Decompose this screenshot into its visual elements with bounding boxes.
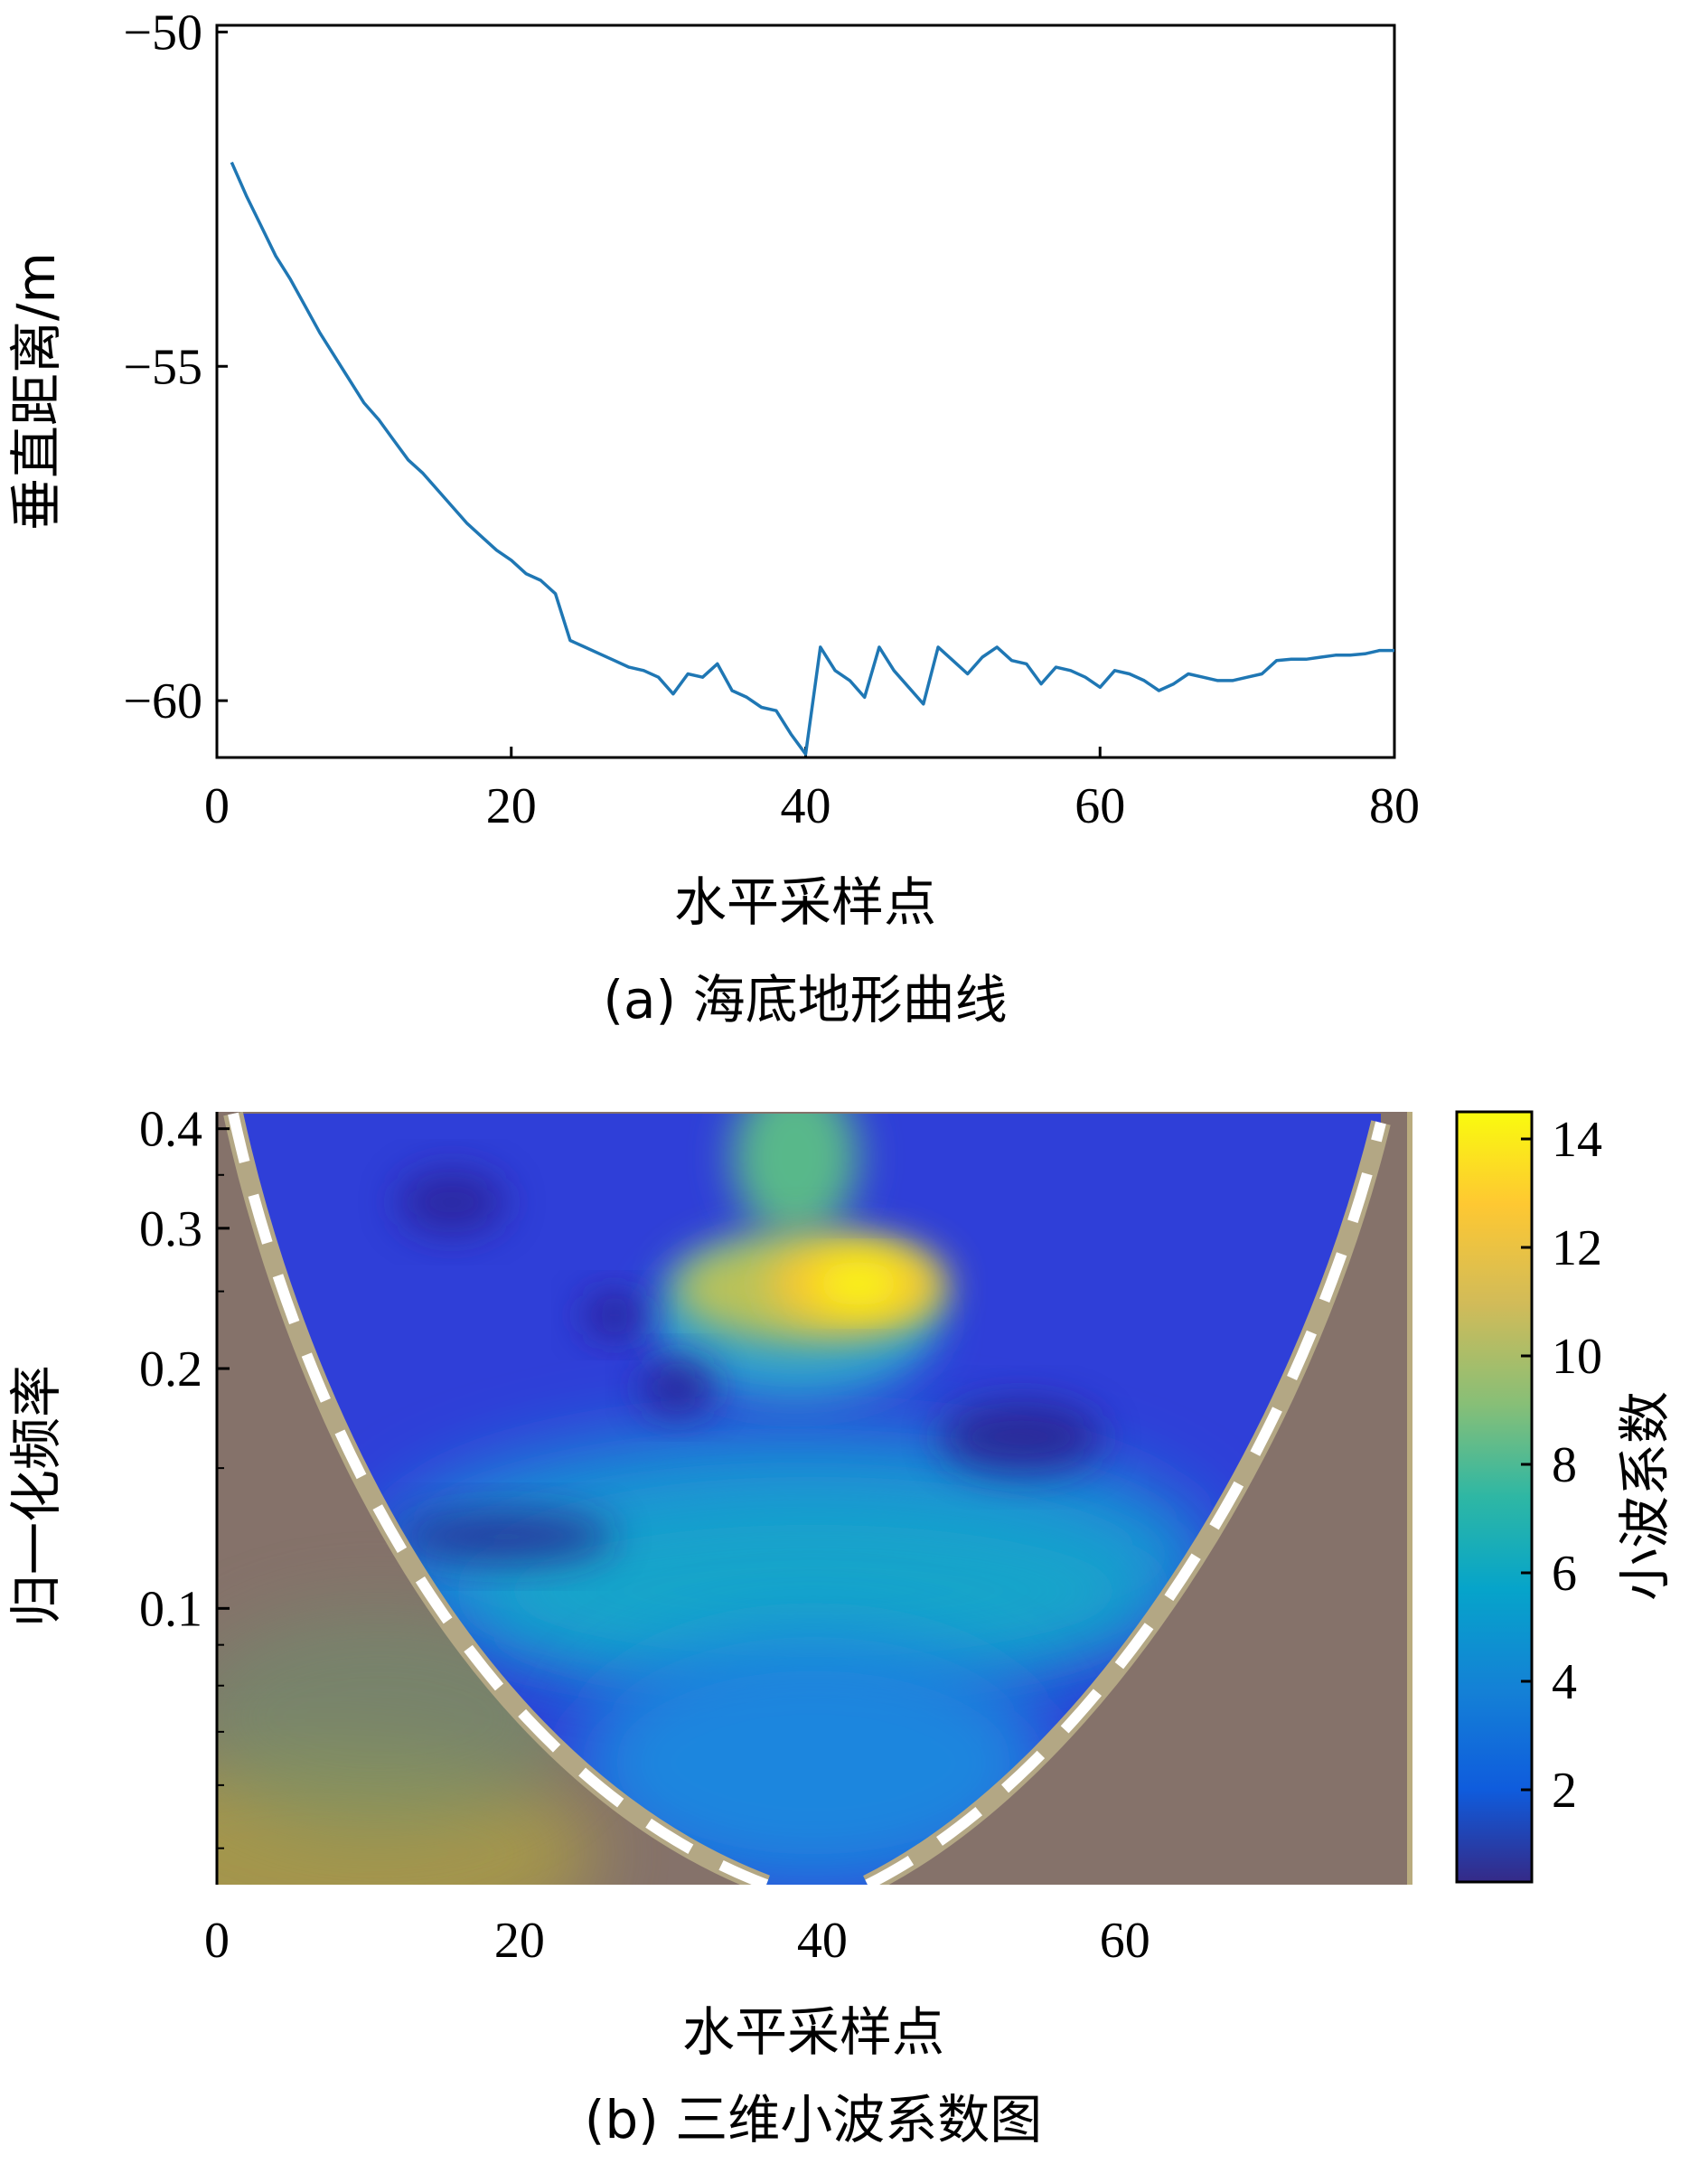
colorbar-tick-label: 12 — [1552, 1220, 1602, 1276]
x-tick-label: 40 — [781, 778, 831, 834]
colorbar-tick-label: 14 — [1552, 1112, 1602, 1168]
axis-b-ylabel: 归一化频率 — [5, 1365, 67, 1627]
y-tick-label: 0.3 — [139, 1201, 202, 1257]
colorbar-tick-label: 2 — [1552, 1763, 1577, 1819]
axis-b-xlabel: 水平采样点 — [682, 2001, 944, 2063]
x-tick-label: 60 — [1075, 778, 1125, 834]
y-tick-label: −60 — [123, 673, 202, 729]
y-tick-label: 0.2 — [139, 1341, 202, 1397]
x-tick-label: 80 — [1369, 778, 1420, 834]
panel-a-line-chart: 0 20 40 60 80 −50 −55 −60 水平采样点 垂直距离/m (a) 海底地… — [5, 5, 1420, 1030]
cone-dash-right — [865, 1121, 1386, 1885]
colorbar — [1455, 1110, 1534, 1884]
colorbar-tick-label: 4 — [1552, 1654, 1577, 1710]
x-tick-label: 20 — [486, 778, 537, 834]
axis-b-x-ticks: 0 20 40 60 — [204, 1913, 1150, 1969]
axis-a-y-ticks: −50 −55 −60 — [123, 5, 228, 729]
axis-a-x-ticks: 0 20 40 60 80 — [204, 747, 1420, 834]
axis-a-xlabel: 水平采样点 — [674, 871, 936, 933]
x-tick-label: 60 — [1100, 1913, 1150, 1969]
cone-edge-left — [223, 1112, 770, 1885]
y-tick-label: −55 — [123, 339, 202, 395]
heatmap-image — [217, 1112, 1412, 1885]
x-tick-label: 20 — [494, 1913, 545, 1969]
colorbar-ticks: 14 12 10 8 6 4 2 — [1521, 1112, 1602, 1819]
y-tick-label: 0.4 — [139, 1102, 202, 1158]
series-line-seabed — [230, 161, 1394, 757]
y-tick-label: −50 — [123, 5, 202, 61]
colorbar-label: 小波系数 — [1614, 1391, 1675, 1601]
x-tick-label: 0 — [204, 778, 230, 834]
x-tick-label: 40 — [797, 1913, 848, 1969]
caption-a: (a) 海底地形曲线 — [603, 969, 1007, 1030]
axis-a-ylabel: 垂直距离/m — [5, 252, 67, 531]
colorbar-tick-label: 8 — [1552, 1437, 1577, 1493]
axes-a-frame — [215, 24, 1396, 759]
colorbar-tick-label: 6 — [1552, 1546, 1577, 1602]
panel-b-heatmap: 0 20 40 60 0.4 0.3 0.2 0.1 水平采样点 归一化频率 (b) 三维小… — [5, 1102, 1675, 2150]
colorbar-tick-label: 10 — [1552, 1329, 1602, 1385]
x-tick-label: 0 — [204, 1913, 230, 1969]
y-tick-label: 0.1 — [139, 1581, 202, 1637]
caption-b: (b) 三维小波系数图 — [585, 2089, 1043, 2150]
series-a — [230, 161, 1394, 757]
axis-b-y-ticks: 0.4 0.3 0.2 0.1 — [139, 1102, 230, 1849]
